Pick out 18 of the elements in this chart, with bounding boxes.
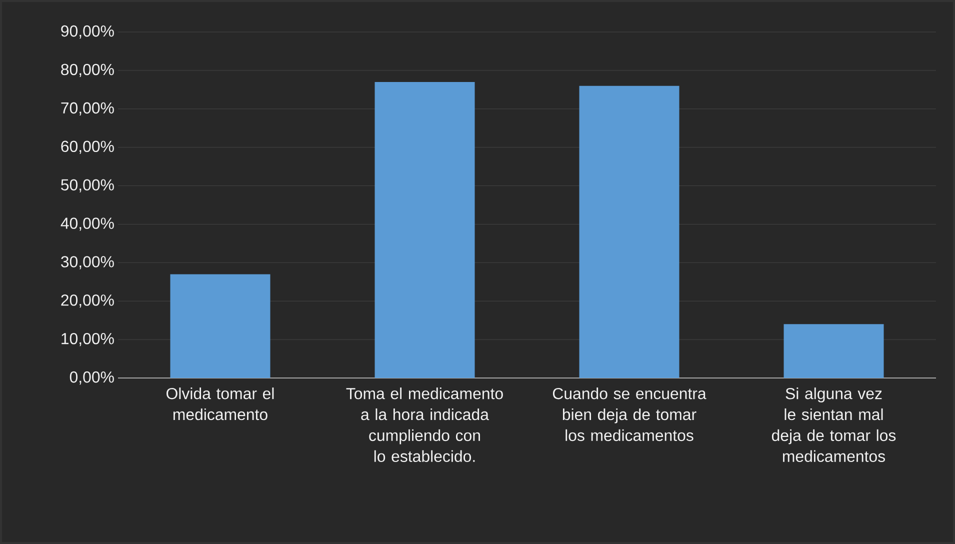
y-tick-label: 20,00% (61, 294, 114, 308)
y-tick-label: 50,00% (61, 179, 114, 192)
y-tick-label: 0,00% (70, 371, 114, 385)
y-tick-label: 90,00% (61, 25, 114, 39)
y-tick-label: 70,00% (61, 102, 114, 116)
x-tick-label: Toma el medicamento a la hora indicada cumpliendo con lo establecido. (346, 388, 503, 462)
y-tick-label: 80,00% (61, 64, 114, 78)
x-tick-label: Si alguna vez le sientan mal deja de tomar los medicamentos (772, 388, 896, 462)
y-tick-label: 40,00% (60, 218, 114, 231)
x-tick-label: Olvida tomar el medicamento (166, 388, 274, 420)
y-tick-label: 10,00% (62, 332, 114, 346)
bar (784, 324, 884, 378)
bar (579, 86, 680, 378)
x-tick-label: Cuando se encuentra bien deja de tomar los medicamentos (552, 388, 706, 442)
y-tick-label: 60,00% (61, 140, 114, 154)
bar (170, 274, 270, 378)
bar (374, 82, 475, 378)
y-tick-label: 30,00% (61, 256, 114, 270)
